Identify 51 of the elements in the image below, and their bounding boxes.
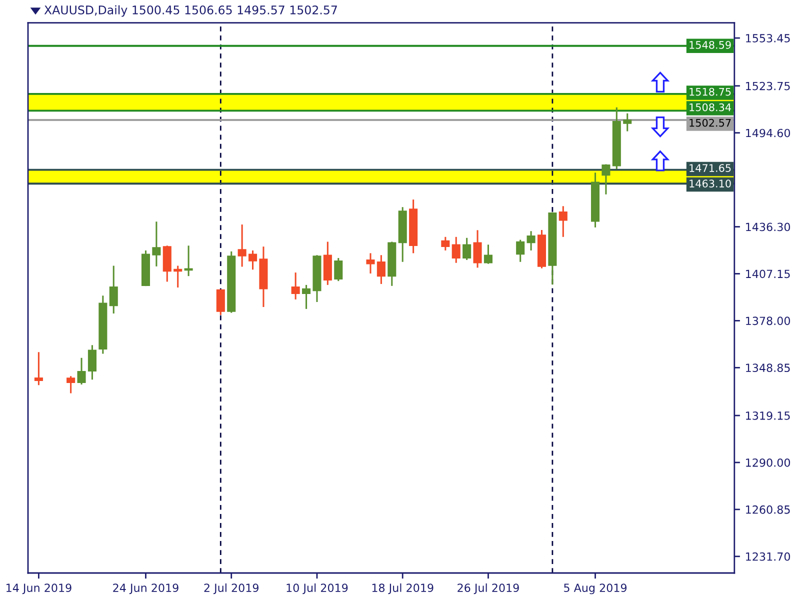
candlestick <box>216 288 225 316</box>
candlestick <box>66 375 76 394</box>
y-tick-label: 1553.45 <box>746 34 790 42</box>
candlestick <box>473 229 482 268</box>
candlestick <box>88 344 96 380</box>
candlestick <box>238 224 246 268</box>
candlestick <box>302 284 311 310</box>
ref-line-label: 1463.10 <box>690 180 731 188</box>
y-tick-label: 1231.70 <box>746 552 790 561</box>
candlestick <box>366 252 375 274</box>
y-tick-label: 1407.15 <box>746 270 790 278</box>
y-tick-label: 1378.00 <box>746 316 790 326</box>
y-tick-label: 1290.00 <box>746 458 790 467</box>
candlestick <box>558 205 568 238</box>
candlestick <box>441 236 450 252</box>
x-tick-label: 5 Aug 2019 <box>564 584 627 594</box>
ref-line-label: 1471.65 <box>690 164 731 172</box>
y-tick-label: 1494.60 <box>746 128 790 138</box>
ref-line-label: 1548.59 <box>690 41 731 49</box>
x-tick-label: 24 Jun 2019 <box>113 584 178 594</box>
candlestick <box>184 244 193 277</box>
x-tick-label: 26 Jul 2019 <box>458 583 519 594</box>
candlestick <box>602 163 610 196</box>
y-tick-label: 1523.75 <box>746 82 790 90</box>
ref-line-label: 1518.75 <box>690 88 731 96</box>
x-tick-label: 14 Jun 2019 <box>6 584 72 594</box>
candlestick <box>623 112 632 132</box>
candlestick <box>174 264 182 288</box>
x-tick-label: 2 Jul 2019 <box>204 583 258 594</box>
candlestick <box>109 264 118 314</box>
candlestick <box>452 236 460 264</box>
candlestick <box>516 239 525 263</box>
candlestick <box>376 254 386 285</box>
candlestick <box>484 244 493 265</box>
candlestick <box>248 250 258 270</box>
y-tick-label: 1319.15 <box>746 411 790 420</box>
candlestick <box>152 220 161 268</box>
ref-line-label: 1508.34 <box>690 103 731 112</box>
candlestick <box>334 257 343 282</box>
candlestick <box>34 351 43 386</box>
chart-title: XAUUSD,Daily 1500.45 1506.65 1495.57 1502.57 <box>44 5 337 17</box>
candlestick <box>291 272 300 300</box>
x-tick-label: 10 Jul 2019 <box>286 583 348 594</box>
y-tick-label: 1348.85 <box>746 364 790 372</box>
ref-line-label: 1502.57 <box>690 118 731 127</box>
candlestick <box>77 357 86 386</box>
x-tick-label: 18 Jul 2019 <box>372 583 434 594</box>
y-tick-label: 1436.30 <box>746 222 790 232</box>
candlestick <box>462 237 472 261</box>
candlestick <box>526 230 536 252</box>
y-tick-label: 1260.85 <box>746 505 790 514</box>
